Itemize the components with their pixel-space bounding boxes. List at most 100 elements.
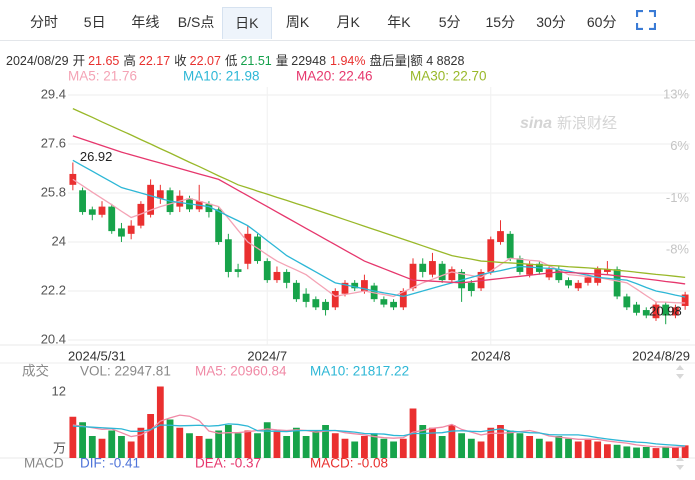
period-tab[interactable]: 年K [387,14,411,30]
candle-body [331,291,339,308]
candle-body [147,184,155,215]
x-tick-label: 2024/7 [247,348,287,363]
volume-bar [244,430,252,458]
volume-bar [147,414,155,458]
candle-body [565,280,572,286]
candle-body [79,190,86,213]
y2-tick-label: -8% [666,241,690,256]
legend-entry: VOL: 22947.81 [80,364,171,379]
volume-bar [681,445,689,458]
y-tick-label: 24 [52,233,66,248]
volume-bar [215,430,223,458]
quote-label: 开 [72,54,86,68]
legend-entry: MA5: 21.76 [68,69,137,84]
candle-body [302,293,310,302]
period-tab[interactable]: 15分 [485,14,516,30]
volume-bar [603,444,611,458]
macd-legend-entry: DIF: -0.41 [80,456,140,471]
volume-bar [448,425,456,458]
candle-body [215,209,223,242]
volume-bar [79,422,86,458]
candle-body [88,209,96,215]
volume-bar [662,446,670,458]
collapse-icon[interactable] [676,365,684,379]
volume-bar [302,436,310,458]
volume-bar [526,436,534,458]
period-tab[interactable]: B/S点 [177,14,215,30]
legend-entry: MA30: 22.70 [410,69,487,84]
candle-body [448,269,456,281]
period-tab[interactable]: 年线 [131,14,160,30]
low-label: 20.98 [649,304,682,319]
period-tab[interactable]: 5日 [83,14,106,30]
y-tick-label: 20.4 [41,331,66,346]
high-label: 26.92 [80,149,113,164]
volume-bar [429,427,436,458]
volume-bar [283,436,291,458]
x-tick-label: 2024/5/31 [68,348,126,363]
y-tick-label: 12 [52,383,66,398]
quote-label: 低 [224,54,238,68]
macd-title: MACD [24,456,64,471]
volume-bar [516,433,524,458]
quote-bar: 2024/08/29 开 21.65 高 22.17 收 22.07 低 21.51 量 22948… [6,50,468,69]
quote-change: 1.94% [330,54,366,68]
candle-body [574,282,582,289]
volume-bar [390,441,397,458]
candle-body [526,263,534,275]
candle-body [623,296,631,308]
volume-bar [380,438,388,458]
volume-bar [351,441,359,458]
volume-bar [331,433,339,458]
volume-bar [69,416,77,458]
quote-value: 21.65 [88,54,120,68]
period-tab[interactable]: 60分 [586,14,617,30]
quote-value: 21.51 [240,54,272,68]
volume-bar [438,436,446,458]
candle-body [341,282,349,294]
legend-entry: MA10: 21.98 [183,69,260,84]
volume-bar [506,430,514,458]
candle-body [516,258,524,272]
candle-body [156,190,164,199]
candle-body [380,299,388,305]
volume-bar [487,427,495,458]
candle-body [69,173,77,185]
volume-bar [535,438,543,458]
volume-bar [565,438,572,458]
volume-bar [166,419,174,458]
volume-bar [399,438,407,458]
fullscreen-icon[interactable] [636,10,656,30]
y-unit: 万 [53,440,66,455]
volume-bar [186,433,193,458]
candle-body [409,263,417,289]
candle-body [234,269,242,272]
collapse-icon[interactable] [676,456,684,470]
macd-legend-entry: MACD: -0.08 [310,456,388,471]
volume-bar [594,441,602,458]
candle-body [224,239,232,272]
candle-body [672,307,679,316]
volume-bar [545,441,553,458]
volume-bar [419,425,427,458]
period-tab[interactable]: 月K [336,14,360,30]
period-tab[interactable]: 周K [285,14,310,30]
candle-body [506,233,514,259]
y-tick-label: 22.2 [41,282,66,297]
candle-body [633,304,640,313]
period-tab[interactable]: 分时 [30,14,58,30]
candle-body [322,301,329,311]
volume-bar [497,425,504,458]
candle-body [603,269,611,272]
period-tab[interactable]: 5分 [438,14,461,30]
quote-value: 22.17 [138,54,171,68]
watermark-name: 新浪财经 [557,115,617,132]
period-tab[interactable]: 30分 [536,14,566,30]
period-tab[interactable]: 日K [221,7,272,39]
ma-line [72,108,686,279]
quote-value: 22948 [291,54,327,68]
candle-body [273,271,281,281]
volume-bar [273,430,281,458]
candle-body [361,280,368,291]
